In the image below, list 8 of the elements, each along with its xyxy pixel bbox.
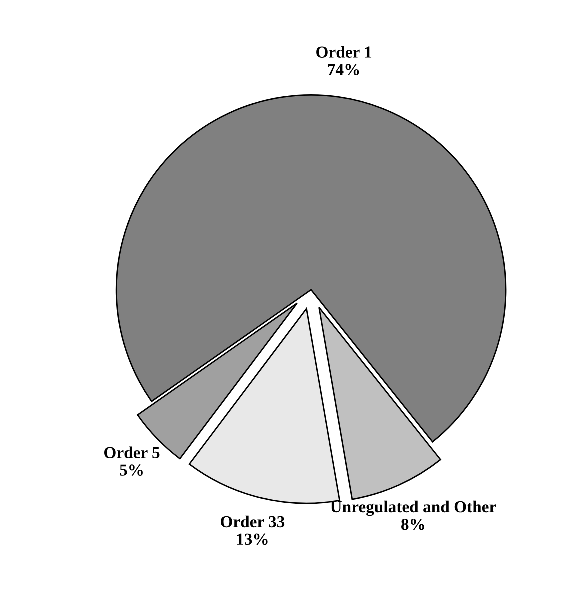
- data-label: 74%: [328, 64, 360, 76]
- data-label: 13%: [237, 534, 268, 546]
- slice-label: Order 5: [104, 446, 160, 458]
- slice-label: Order 1: [316, 46, 372, 58]
- slice-label: Unregulated and Other: [330, 500, 496, 516]
- slice-label: Order 33: [221, 516, 285, 528]
- data-label: 5%: [120, 464, 143, 476]
- data-label: 8%: [402, 518, 424, 530]
